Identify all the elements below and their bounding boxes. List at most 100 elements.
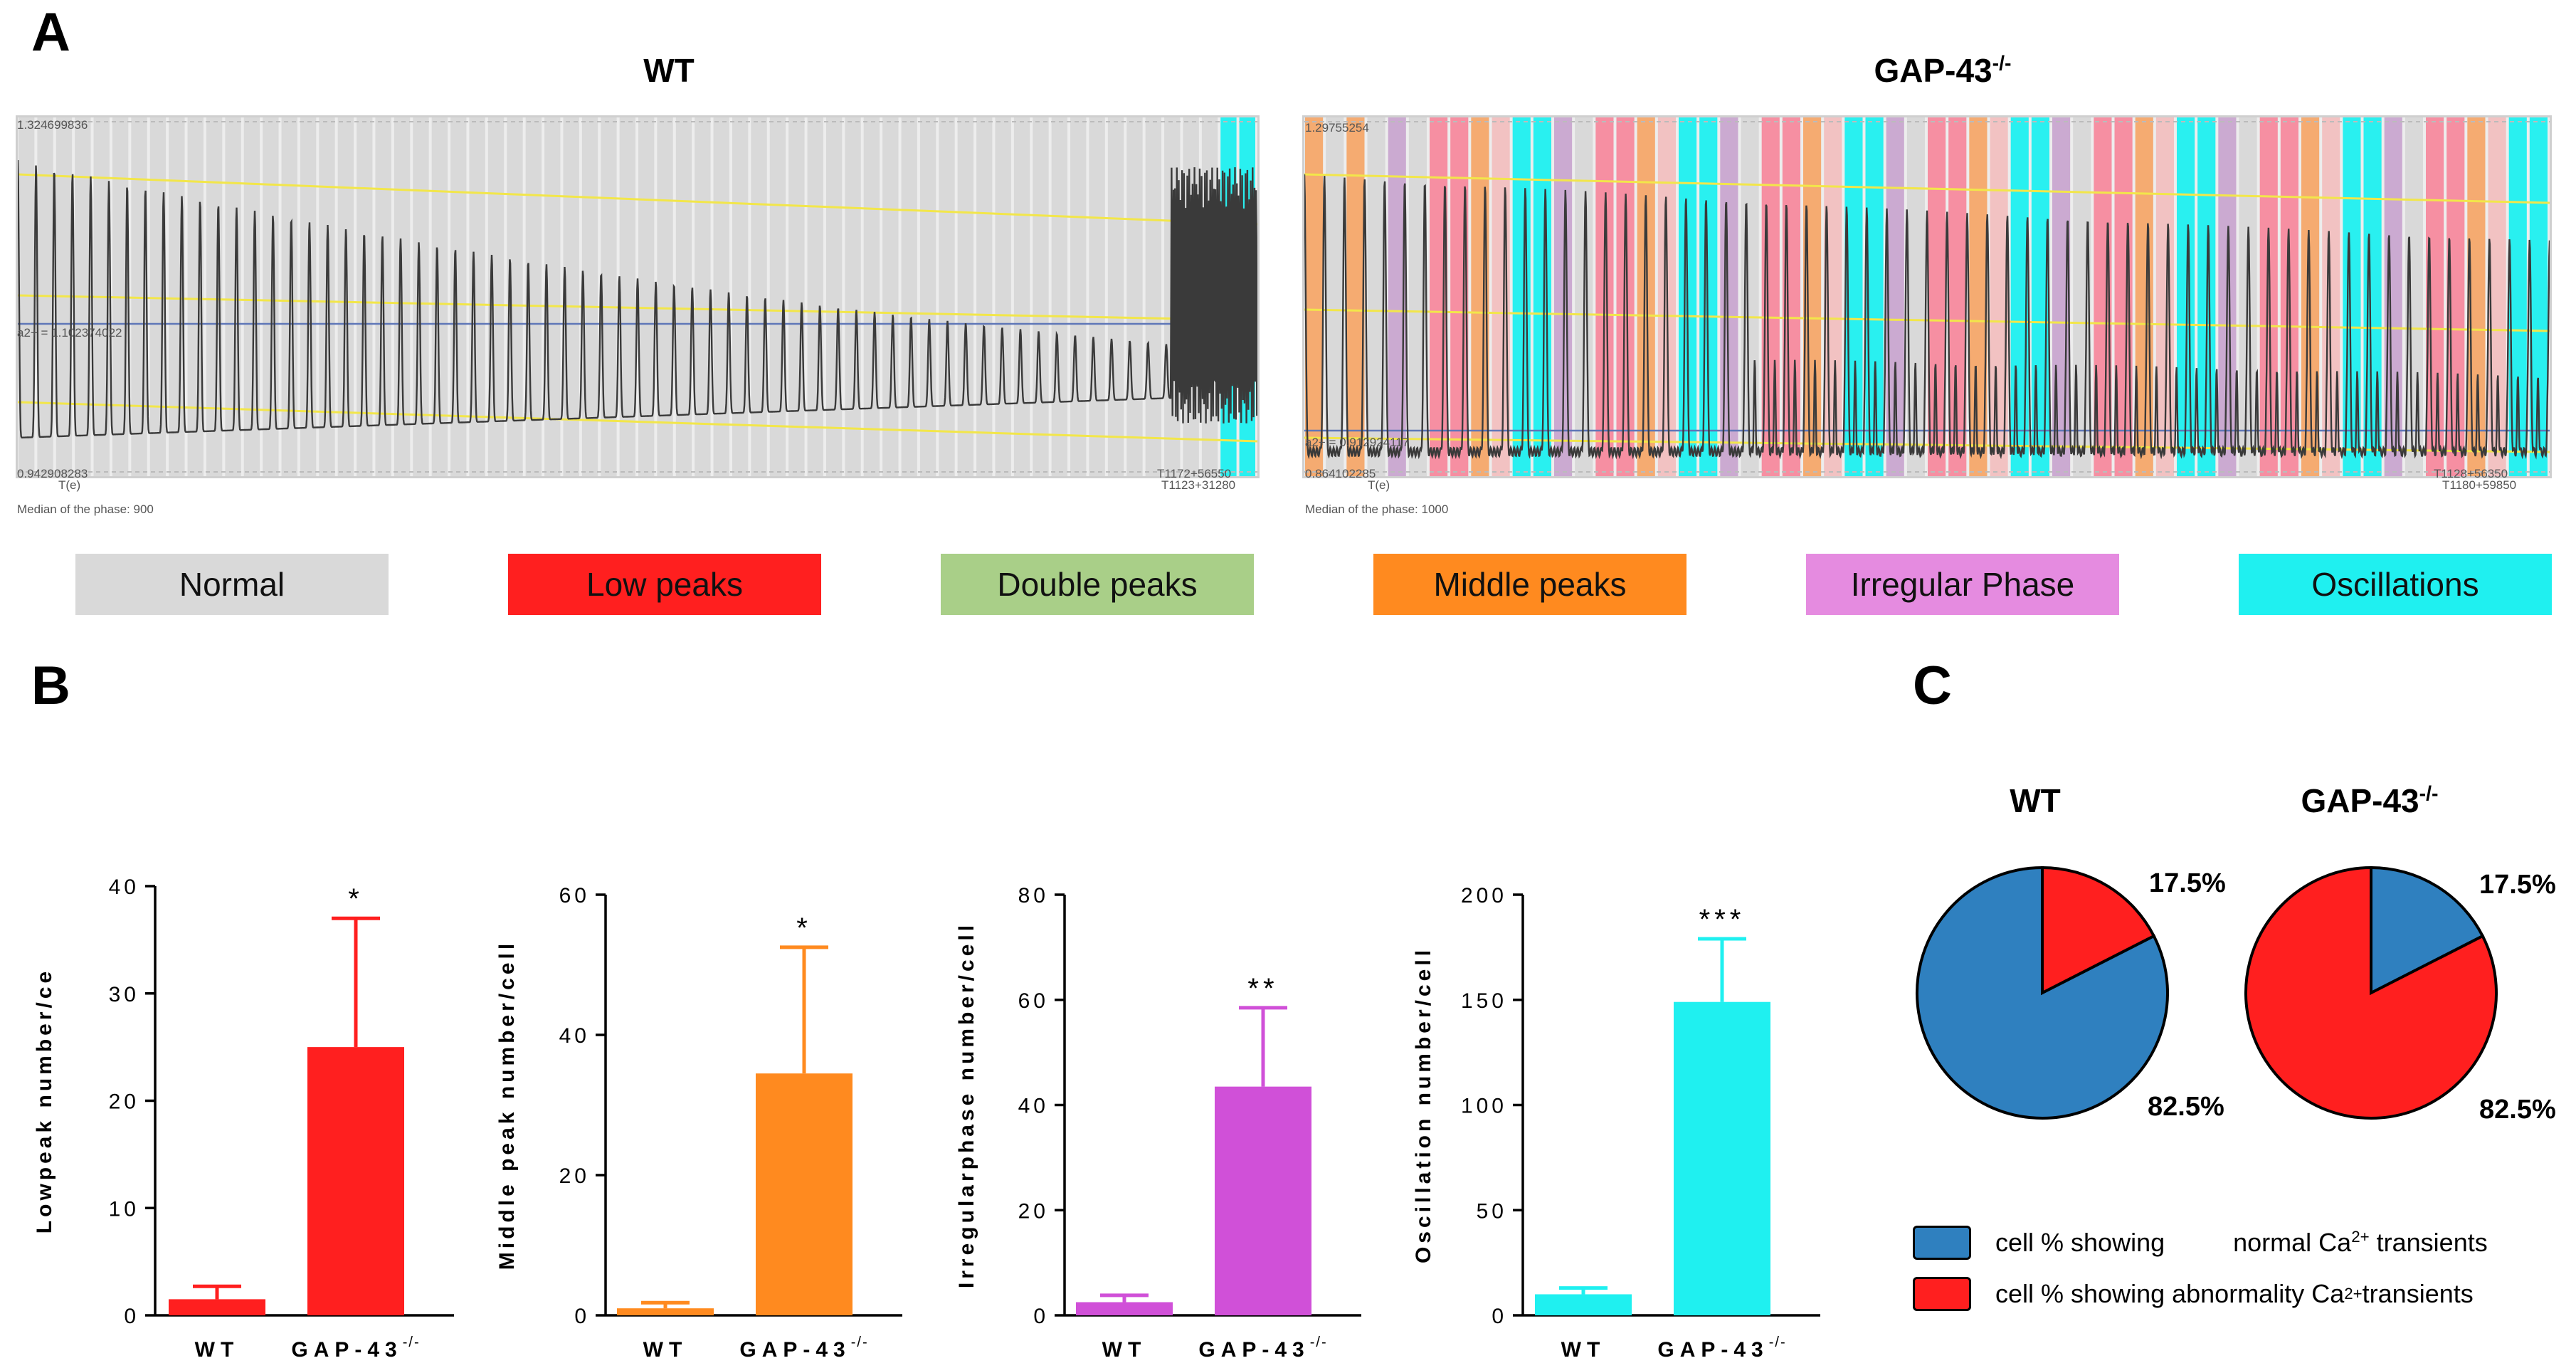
phase-band: [1305, 117, 1324, 476]
y-tick-label: 60: [1018, 989, 1049, 1013]
x-tick-label: GAP-43-/-: [1198, 1335, 1327, 1362]
significance-marker: ***: [1699, 904, 1746, 935]
phase-band: [149, 117, 167, 476]
pie-legend-normal-tail: transients: [2369, 1228, 2488, 1257]
trace-gap43-max-label: 1.29755254: [1305, 121, 1369, 135]
trace-wt-start-label: T(e): [58, 478, 81, 492]
trace-signal: [1304, 174, 2550, 460]
significance-marker: *: [796, 912, 812, 944]
pie-legend-abnormal: cell % showing abnormality Ca 2+ transien…: [1913, 1277, 2474, 1311]
phase-band: [638, 117, 655, 476]
y-axis-label: Lowpeak number/ce: [33, 968, 56, 1233]
phase-band: [581, 117, 598, 476]
phase-band: [1089, 117, 1105, 476]
phase-band: [995, 117, 1011, 476]
y-axis-label: Irregularphase number/cell: [955, 922, 978, 1288]
y-tick-label: 0: [574, 1305, 590, 1328]
phase-band: [939, 117, 955, 476]
phase-band: [1051, 117, 1068, 476]
legend-irregular-phase: Irregular Phase: [1806, 554, 2119, 615]
trace-wt-mid-label: a2+ = 1.102374022: [17, 326, 122, 340]
bar-gap-43: [1215, 1086, 1311, 1315]
phase-band: [337, 117, 354, 476]
pie-slice: [2041, 865, 2156, 996]
phase-band: [957, 117, 974, 476]
pie-legend-normal-swatch: [1913, 1226, 1971, 1260]
phase-band: [713, 117, 729, 476]
bar-chart-3: 0 20 40 60 80 Irregularphase number/cell WT GAP…: [955, 884, 1361, 1362]
trace-gap43-mid-label: a2+ = 0.912924117: [1305, 436, 1410, 449]
y-tick-label: 0: [1492, 1305, 1507, 1328]
phase-band: [657, 117, 673, 476]
trace-yellow-line: [1304, 173, 2550, 204]
pie-legend-normal-text: cell % showing: [1995, 1228, 2165, 1257]
x-tick-label-sup: -/-: [1310, 1335, 1328, 1350]
y-tick-label: 50: [1477, 1199, 1507, 1223]
y-tick-label: 40: [1018, 1095, 1049, 1118]
phase-band: [507, 117, 523, 476]
y-tick-label: 40: [109, 875, 139, 899]
trace-group: [1304, 117, 2550, 476]
bar-charts-svg: 0 10 20 30 40 Lowpeak number/ce WT GAP-43-/- * 0 2…: [33, 875, 1820, 1362]
y-tick-label: 10: [109, 1197, 139, 1221]
phase-band: [919, 117, 936, 476]
trace-gap43-end-label: T1128+56350: [2434, 467, 2508, 480]
phase-band: [1430, 117, 1448, 476]
bar-wt: [1076, 1302, 1173, 1315]
pie-gap43-lower-pct: 82.5%: [2479, 1095, 2556, 1125]
trace-gap43-min-label: 0.864102285: [1305, 467, 1376, 480]
x-tick-label: WT: [1561, 1338, 1606, 1362]
pie-wt-upper-pct: 17.5%: [2149, 868, 2226, 898]
pie-legend-abnormal-tail: transients: [2362, 1279, 2474, 1308]
phase-band: [243, 117, 260, 476]
trace-wt-plot: [16, 115, 1260, 478]
pie-charts-svg: [1916, 865, 2498, 1120]
x-tick-label-sup: -/-: [403, 1335, 421, 1350]
trace-gap43-title-sup: -/-: [1992, 52, 2012, 75]
y-tick-label: 0: [1033, 1305, 1049, 1328]
y-tick-label: 20: [559, 1164, 590, 1188]
y-axis-label: Oscillation number/cell: [1412, 947, 1435, 1263]
x-tick-label: GAP-43-/-: [739, 1335, 868, 1362]
legend-double-peaks: Double peaks: [941, 554, 1254, 615]
phase-band: [882, 117, 899, 476]
trace-wt-title-text: WT: [643, 52, 695, 89]
pie-1: [1916, 865, 2169, 1120]
bar-wt: [617, 1308, 714, 1315]
legend-normal: Normal: [75, 554, 389, 615]
legend-oscillations: Oscillations: [2239, 554, 2552, 615]
x-tick-label: WT: [1102, 1338, 1147, 1362]
panel-c-letter: C: [1913, 656, 1952, 716]
y-tick-label: 150: [1461, 989, 1507, 1013]
y-axis-label: Middle peak number/cell: [495, 940, 519, 1270]
trace-wt-end-label: T1172+56550: [1157, 467, 1232, 480]
pie-slice: [1916, 865, 2169, 1120]
phase-band: [169, 117, 185, 476]
phase-band: [2073, 117, 2091, 476]
phase-band: [1824, 117, 1842, 476]
pie-2: [2244, 865, 2498, 1120]
phase-band: [695, 117, 711, 476]
y-tick-label: 80: [1018, 884, 1049, 907]
phase-band: [863, 117, 880, 476]
pie-slice: [2244, 865, 2498, 1120]
x-tick-label: WT: [643, 1338, 688, 1362]
y-tick-label: 20: [1018, 1199, 1049, 1223]
phase-band: [1637, 117, 1655, 476]
phase-band: [788, 117, 805, 476]
bar-gap-43: [307, 1047, 404, 1315]
pie-gap43-title-sup: -/-: [2419, 782, 2439, 806]
x-tick-label: GAP-43-/-: [1657, 1335, 1786, 1362]
panel-b-letter: B: [31, 656, 70, 716]
trace-gap43-median-label: Median of the phase: 1000: [1305, 503, 1449, 516]
phase-band: [225, 117, 241, 476]
y-tick-label: 0: [124, 1305, 139, 1328]
pie-slice: [2370, 865, 2485, 996]
bar-wt: [169, 1299, 265, 1315]
phase-band: [450, 117, 467, 476]
trace-wt-min-label: 0.942908283: [17, 467, 88, 480]
phase-band: [487, 117, 505, 476]
phase-band: [1126, 117, 1143, 476]
y-tick-label: 40: [559, 1024, 590, 1048]
trace-group: [18, 117, 1257, 476]
